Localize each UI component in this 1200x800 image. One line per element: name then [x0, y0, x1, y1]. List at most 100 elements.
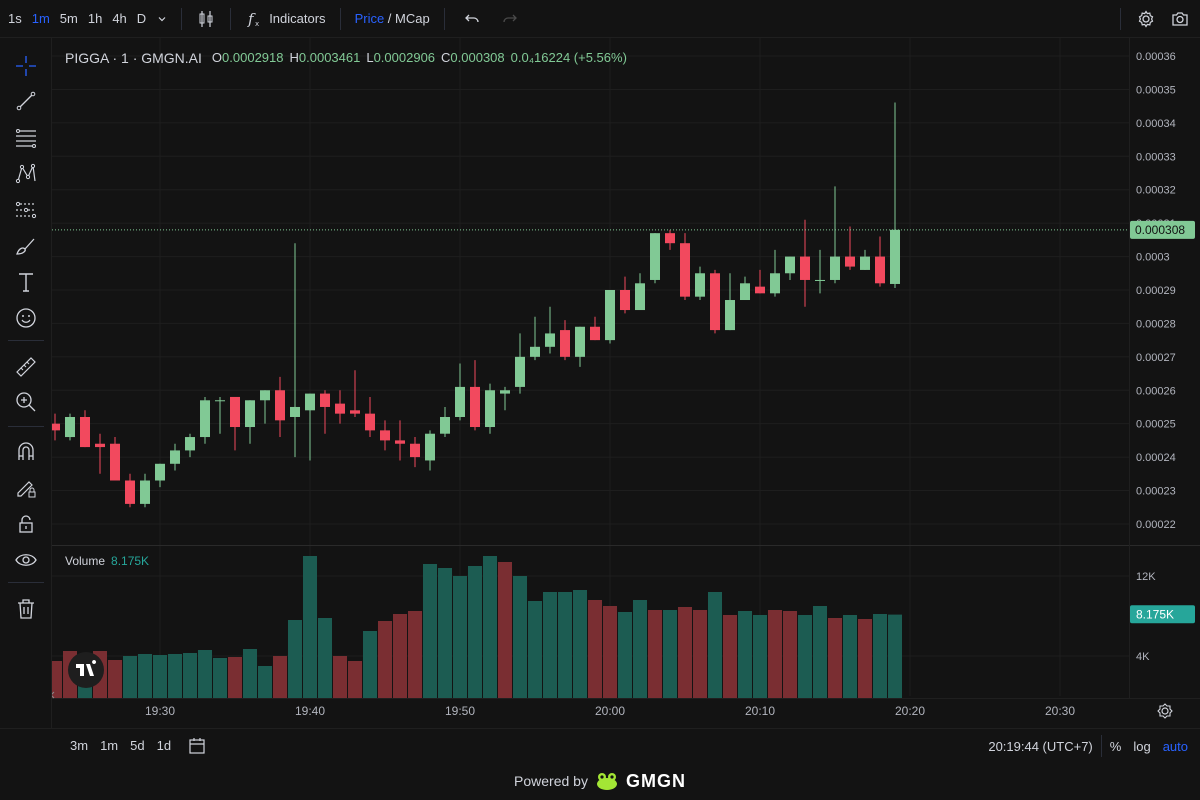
timeframe-dropdown[interactable]	[151, 0, 173, 38]
candle-body	[620, 289, 630, 311]
price-axis-label: 0.00023	[1136, 486, 1176, 498]
remove-drawings-tool[interactable]	[10, 593, 42, 625]
timeframe-1s[interactable]: 1s	[8, 10, 22, 26]
settings-button[interactable]	[1129, 0, 1163, 38]
current-volume-tag	[1130, 605, 1195, 624]
redo-button[interactable]	[491, 0, 529, 38]
timeframe-1m[interactable]: 1m	[31, 10, 50, 26]
ruler-icon	[16, 357, 36, 377]
toolbar-divider	[8, 426, 44, 427]
volume-bar	[513, 576, 527, 698]
candle-body	[545, 333, 555, 347]
brush-tool[interactable]	[10, 230, 42, 262]
lock-icon	[19, 515, 33, 533]
screenshot-button[interactable]	[1163, 0, 1200, 38]
hide-drawings-tool[interactable]	[10, 544, 42, 576]
svg-text:x: x	[255, 20, 259, 28]
candle-body	[770, 273, 780, 294]
volume-bar	[453, 576, 467, 698]
brush-icon	[16, 238, 35, 255]
volume-bar	[753, 615, 767, 698]
percent-toggle[interactable]: %	[1109, 738, 1122, 754]
tradingview-logo	[68, 652, 104, 688]
calendar-icon	[189, 737, 205, 754]
log-toggle[interactable]: log	[1133, 738, 1151, 754]
projection-icon	[15, 201, 37, 219]
volume-bar	[678, 607, 692, 698]
date-range-selector: 3m 1m 5d 1d	[0, 738, 177, 753]
mcap-option[interactable]: MCap	[395, 11, 430, 26]
candle-body	[680, 243, 690, 297]
gear-icon	[1138, 10, 1154, 28]
magnet-tool[interactable]	[10, 436, 42, 468]
volume-bar	[168, 654, 182, 698]
time-axis-label: 19:30	[145, 704, 175, 718]
volume-bar	[588, 600, 602, 698]
candle-body	[830, 256, 840, 280]
lock-all-tool[interactable]	[10, 508, 42, 540]
volume-bar	[138, 654, 152, 698]
candle-body	[500, 390, 510, 394]
trendline-tool[interactable]	[10, 85, 42, 117]
fib-tool[interactable]	[10, 122, 42, 154]
volume-bar	[483, 556, 497, 698]
chart-type-button[interactable]	[190, 0, 222, 38]
price-mcap-toggle[interactable]: Price / MCap	[349, 0, 436, 38]
forecast-tool[interactable]	[10, 194, 42, 226]
range-5d[interactable]: 5d	[130, 738, 145, 753]
price-axis-label: 0.00028	[1136, 318, 1176, 330]
candle-body	[590, 326, 600, 341]
price-axis-label: 0.00033	[1136, 151, 1176, 163]
volume-value: 8.175K	[111, 554, 150, 568]
clock-timezone[interactable]: 20:19:44 (UTC+7)	[988, 738, 1093, 754]
candle-body	[515, 356, 525, 387]
candle-body	[155, 463, 165, 481]
range-3m[interactable]: 3m	[70, 738, 89, 753]
volume-bar	[633, 600, 647, 698]
candle-body	[140, 480, 150, 504]
lock-drawing-tool[interactable]	[10, 472, 42, 504]
auto-toggle[interactable]: auto	[1162, 738, 1188, 754]
volume-bar	[573, 590, 587, 698]
gear-outline	[1157, 703, 1173, 719]
timeframe-4h[interactable]: 4h	[112, 10, 127, 26]
text-tool[interactable]	[10, 266, 42, 298]
chart-area[interactable]: 0.00036 0.00035 0.00034 0.00033 0.00032 0.000…	[48, 38, 1200, 728]
range-1m[interactable]: 1m	[100, 738, 119, 753]
timeframe-5m[interactable]: 5m	[59, 10, 78, 26]
candle-body	[665, 233, 675, 244]
volume-bar	[798, 615, 812, 698]
candle-body	[575, 326, 585, 357]
symbol-title: PIGGA · 1 · GMGN.AI	[65, 50, 202, 66]
price-option[interactable]: Price	[354, 11, 385, 26]
volume-axis-label: 4K	[1136, 651, 1150, 663]
undo-button[interactable]	[453, 0, 491, 38]
pattern-icon	[15, 163, 36, 184]
timeframe-1h[interactable]: 1h	[87, 10, 103, 26]
timeframe-D[interactable]: D	[136, 10, 147, 26]
price-chart[interactable]: 0.00036 0.00035 0.00034 0.00033 0.00032 0.000…	[48, 38, 1200, 728]
zoom-in-icon	[16, 392, 36, 412]
trend-line-icon	[16, 91, 36, 111]
candle-body	[275, 390, 285, 421]
icon-tool[interactable]	[10, 302, 42, 334]
crosshair-tool[interactable]	[10, 50, 42, 82]
axis-settings-button[interactable]	[1157, 703, 1173, 719]
volume-bar	[738, 611, 752, 698]
candle-body	[845, 256, 855, 267]
range-1d[interactable]: 1d	[156, 738, 172, 753]
measure-tool[interactable]	[10, 351, 42, 383]
time-axis-label: 20:00	[595, 704, 625, 718]
volume-bar	[888, 614, 902, 698]
candle-body	[725, 300, 735, 331]
candle-body	[260, 390, 270, 401]
volume-bar	[423, 564, 437, 698]
pattern-tool[interactable]	[10, 158, 42, 190]
volume-bar	[618, 612, 632, 698]
goto-date-button[interactable]	[177, 727, 217, 765]
candle-body	[80, 416, 90, 448]
zoom-tool[interactable]	[10, 386, 42, 418]
candle-body	[890, 229, 900, 284]
